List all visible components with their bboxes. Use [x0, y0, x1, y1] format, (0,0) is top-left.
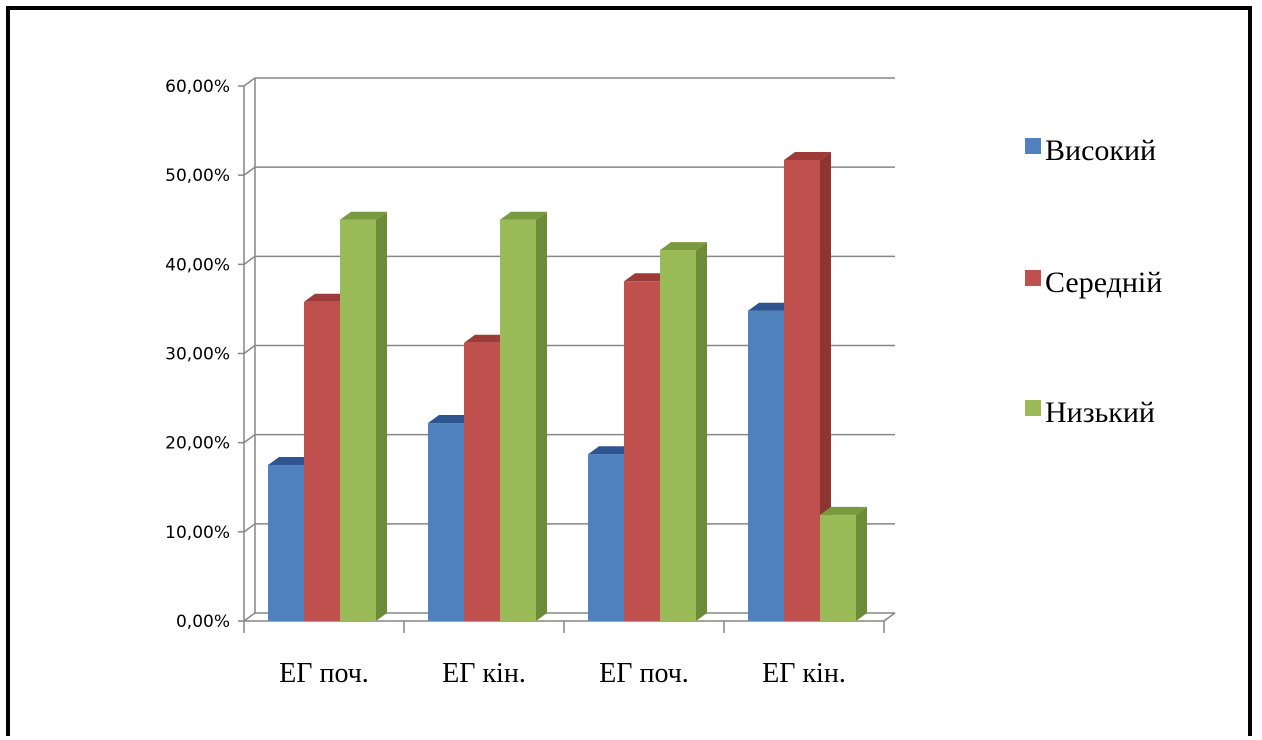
y-tick-label: 50,00%	[165, 166, 230, 186]
bar-top	[820, 506, 867, 515]
x-category-label: ЕГ поч.	[599, 658, 689, 689]
legend-swatch	[1025, 400, 1041, 416]
x-category-label: ЕГ поч.	[279, 658, 369, 689]
x-category-label: ЕГ кін.	[762, 658, 846, 689]
bar	[660, 242, 707, 622]
x-category-label: ЕГ кін.	[442, 658, 526, 689]
bar	[784, 152, 831, 621]
legend-label: Низький	[1045, 396, 1155, 429]
bar-top	[304, 293, 351, 302]
axis-labels: 0,00% 10,00% 20,00% 30,00% 40,00% 50,00% 60,00…	[165, 77, 846, 689]
legend-swatch	[1025, 270, 1041, 286]
bar-chart: 0,00% 10,00% 20,00% 30,00% 40,00% 50,00% 60,00…	[165, 77, 1162, 689]
gridline-depth	[243, 255, 256, 265]
bar-side	[696, 242, 707, 622]
bar-top	[588, 446, 635, 455]
bar-front	[340, 219, 376, 621]
bar-side	[536, 211, 547, 621]
gridline-depth	[243, 434, 256, 444]
bar-top	[784, 152, 831, 161]
gridline-depth	[243, 523, 256, 533]
gridline-depth	[243, 612, 256, 622]
bar-top	[748, 302, 795, 311]
legend-label: Високий	[1045, 134, 1156, 167]
y-tick-label: 10,00%	[165, 523, 230, 543]
gridline-depth	[243, 344, 256, 355]
bar	[820, 506, 867, 621]
bar-front	[748, 310, 784, 621]
bar-top	[660, 242, 707, 251]
legend-label: Середній	[1045, 266, 1162, 299]
y-tick-label: 30,00%	[165, 345, 230, 365]
bar-top	[268, 456, 315, 465]
bar-top	[500, 211, 547, 220]
bar	[500, 211, 547, 621]
bar-front	[624, 281, 660, 621]
bar-front	[660, 250, 696, 622]
gridline-depth	[243, 166, 256, 176]
bar-front	[784, 160, 820, 621]
bar-front	[500, 219, 536, 621]
legend-swatch	[1025, 138, 1041, 154]
x-axis-depth	[883, 612, 896, 622]
bar-front	[820, 514, 856, 621]
bar-top	[428, 415, 475, 424]
gridline-depth	[243, 77, 256, 87]
bar-top	[340, 211, 387, 220]
bar-side	[820, 152, 831, 621]
y-tick-label: 60,00%	[165, 77, 230, 97]
bar-top	[464, 334, 511, 343]
bar-top	[624, 273, 671, 282]
chart-frame: 0,00% 10,00% 20,00% 30,00% 40,00% 50,00% 60,00…	[6, 6, 1252, 736]
bar-front	[268, 464, 304, 621]
bar-side	[376, 211, 387, 621]
y-tick-label: 40,00%	[165, 255, 230, 275]
bar-front	[428, 423, 464, 621]
bars	[268, 152, 867, 622]
bar-front	[464, 342, 500, 621]
y-tick-label: 20,00%	[165, 434, 230, 454]
bar-side	[856, 506, 867, 621]
y-tick-label: 0,00%	[176, 612, 230, 632]
bar-front	[588, 454, 624, 621]
legend: Високий Середній Низький	[1025, 134, 1162, 429]
bar	[340, 211, 387, 621]
bar-front	[304, 301, 340, 621]
